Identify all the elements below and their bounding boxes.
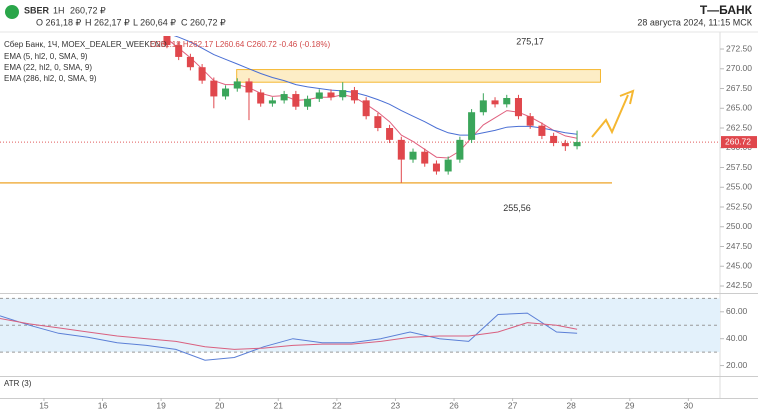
- y-tick-label: 255.00: [726, 182, 752, 192]
- plot-area: [0, 36, 720, 184]
- x-tick-label: 19: [156, 400, 166, 410]
- indicator-line: [0, 312, 578, 361]
- annotation: 275,17: [516, 36, 544, 46]
- legend-entry: EMA (22, hl2, 0, SMA, 9): [4, 63, 92, 72]
- ohlc-open: O 261,18 ₽: [36, 17, 82, 27]
- candle-body: [550, 135, 558, 144]
- legend-ohlc: O261.18 H262.17 L260.64 C260.72 -0.46 (-…: [150, 40, 330, 49]
- candle-body: [186, 56, 194, 68]
- candle-body: [339, 90, 347, 98]
- x-tick-label: 21: [274, 400, 284, 410]
- candle-body: [245, 81, 253, 93]
- ohlc-low: L 260,64 ₽: [133, 17, 176, 27]
- last-price-box: [721, 136, 757, 149]
- candle-body: [198, 67, 206, 81]
- last-price-label: 260.72: [725, 136, 751, 146]
- y-tick-label: 267.50: [726, 83, 752, 93]
- pane-title: ATR (3): [4, 379, 32, 388]
- indicator-line: [173, 36, 578, 136]
- candle-body: [538, 125, 546, 136]
- drawn-arrowhead: [619, 89, 635, 105]
- candle-body: [374, 116, 382, 129]
- y-tick-label: 265.00: [726, 103, 752, 113]
- candle-body: [526, 116, 534, 126]
- candle-body: [386, 128, 394, 140]
- legend-entry: EMA (5, hl2, 0, SMA, 9): [4, 52, 88, 61]
- candle-body: [163, 36, 171, 46]
- candle-body: [514, 98, 522, 117]
- candle-body: [327, 92, 335, 98]
- candle-body: [268, 100, 276, 104]
- price: 260,72 ₽: [70, 5, 106, 15]
- candle-body: [573, 142, 581, 147]
- candle-body: [315, 92, 323, 99]
- y-tick-label: 272.50: [726, 43, 752, 53]
- candle-body: [421, 151, 429, 164]
- x-tick-label: 22: [332, 400, 342, 410]
- x-tick-label: 30: [684, 400, 694, 410]
- brand: Т—БАНК: [700, 3, 753, 17]
- y-tick-label: 270.00: [726, 63, 752, 73]
- candle-body: [432, 163, 440, 172]
- legend-title: Сбер Банк, 1Ч, MOEX_DEALER_WEEKEND: [4, 40, 167, 49]
- candle-body: [175, 45, 183, 57]
- candle-body: [503, 98, 511, 105]
- y-tick-label: 252.50: [726, 201, 752, 211]
- x-tick-label: 23: [391, 400, 401, 410]
- x-tick-label: 29: [625, 400, 635, 410]
- candle-body: [491, 100, 499, 105]
- ohlc-close: C 260,72 ₽: [181, 17, 226, 27]
- legend-entry: EMA (286, hl2, 0, SMA, 9): [4, 74, 97, 83]
- y-tick-label: 250.00: [726, 221, 752, 231]
- candle-body: [397, 139, 405, 160]
- candle-body: [362, 100, 370, 117]
- y-tick-label: 257.50: [726, 162, 752, 172]
- x-tick-label: 27: [508, 400, 518, 410]
- candle-body: [409, 151, 417, 160]
- y-tick-label: 247.50: [726, 241, 752, 251]
- x-tick-label: 28: [566, 400, 576, 410]
- candle-body: [561, 143, 569, 147]
- price-zone: [236, 69, 601, 83]
- candle-body: [456, 139, 464, 160]
- x-tick-label: 26: [449, 400, 459, 410]
- candle-body: [233, 81, 241, 89]
- logo: [5, 5, 19, 19]
- y-tick-label: 40.00: [726, 333, 748, 343]
- candle-body: [210, 80, 218, 97]
- candle-body: [280, 94, 288, 101]
- x-tick-label: 20: [215, 400, 225, 410]
- candle-body: [444, 159, 452, 172]
- y-tick-label: 242.50: [726, 280, 752, 290]
- ticker: SBER: [24, 5, 50, 15]
- candle-body: [292, 94, 300, 107]
- candle-body: [257, 92, 265, 104]
- interval: 1H: [53, 5, 65, 15]
- y-tick-label: 60.00: [726, 306, 748, 316]
- x-tick-label: 16: [98, 400, 108, 410]
- indicator-line: [0, 318, 578, 350]
- candle-body: [304, 98, 312, 107]
- candle-body: [468, 112, 476, 140]
- y-tick-label: 20.00: [726, 360, 748, 370]
- annotation: 255,56: [503, 203, 531, 213]
- drawn-arrow: [591, 94, 629, 138]
- candle-body: [222, 88, 230, 97]
- x-tick-label: 15: [39, 400, 49, 410]
- datetime: 28 августа 2024, 11:15 МСК: [637, 17, 752, 27]
- y-tick-label: 245.00: [726, 260, 752, 270]
- candle-body: [479, 100, 487, 113]
- ohlc-high: H 262,17 ₽: [85, 17, 130, 27]
- y-tick-label: 262.50: [726, 122, 752, 132]
- candle-body: [350, 90, 358, 101]
